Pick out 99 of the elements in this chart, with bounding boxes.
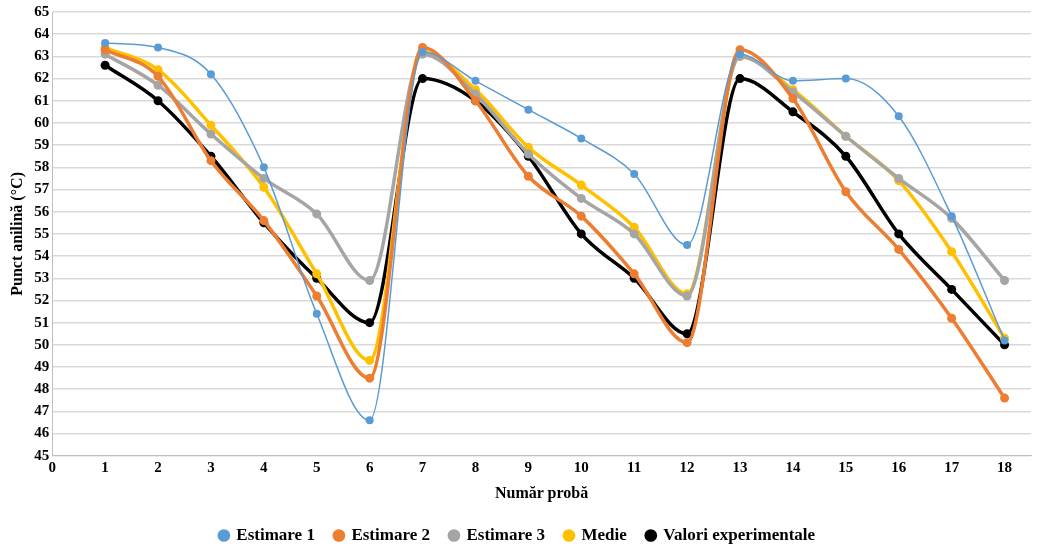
x-tick-label: 8 (471, 458, 480, 475)
point (206, 156, 216, 166)
y-tick-label: 51 (34, 313, 50, 330)
y-tick-label: 56 (34, 202, 50, 219)
point (523, 171, 533, 181)
point (471, 76, 480, 85)
point (576, 229, 586, 239)
x-tick-label: 6 (365, 458, 374, 475)
point (312, 269, 322, 279)
y-tick-label: 65 (34, 2, 50, 19)
legend-label: Estimare 1 (236, 524, 315, 544)
point (894, 229, 904, 239)
point (365, 355, 375, 365)
point (577, 134, 586, 143)
point (788, 107, 798, 117)
y-tick-label: 54 (34, 246, 50, 263)
point (153, 71, 163, 81)
point (524, 105, 533, 114)
y-tick-label: 58 (34, 158, 50, 175)
y-tick-label: 57 (34, 180, 50, 197)
x-tick-label: 5 (312, 458, 321, 475)
x-tick-label: 3 (207, 458, 215, 475)
point (365, 318, 375, 328)
point (365, 373, 375, 383)
point (894, 244, 904, 254)
point (312, 309, 321, 318)
point (1000, 276, 1010, 285)
legend-label: Valori experimentale (663, 524, 816, 544)
point (682, 338, 692, 348)
x-tick-label: 2 (154, 458, 162, 475)
legend-label: Estimare 3 (466, 524, 545, 544)
x-tick-label: 1 (101, 458, 109, 475)
y-tick-label: 63 (34, 47, 50, 64)
y-tick-label: 55 (34, 224, 50, 241)
point (259, 182, 269, 192)
point (576, 211, 586, 221)
y-tick-label: 52 (34, 291, 50, 308)
y-tick-label: 64 (34, 25, 50, 42)
y-tick-label: 50 (34, 335, 50, 352)
y-tick-label: 45 (34, 446, 50, 463)
point (629, 229, 639, 239)
x-tick-label: 13 (732, 458, 748, 475)
point (735, 74, 745, 84)
point (788, 94, 798, 104)
x-tick-label: 14 (785, 458, 801, 475)
y-tick-label: 49 (34, 357, 50, 374)
point (894, 112, 903, 121)
point (947, 247, 957, 257)
y-tick-label: 60 (34, 113, 50, 130)
point (630, 169, 639, 178)
point (154, 43, 163, 52)
point (841, 74, 850, 83)
legend-label: Medie (581, 524, 628, 544)
x-tick-label: 4 (260, 458, 269, 475)
point (312, 209, 322, 219)
x-tick-label: 11 (627, 458, 642, 475)
x-tick-label: 17 (944, 458, 960, 475)
x-tick-label: 15 (838, 458, 854, 475)
x-tick-label: 0 (48, 458, 56, 475)
x-tick-label: 10 (573, 458, 589, 475)
point (629, 269, 639, 279)
point (206, 70, 215, 79)
point (100, 60, 110, 70)
point (947, 313, 957, 323)
legend-label: Estimare 2 (351, 524, 430, 544)
point (365, 416, 374, 425)
y-tick-label: 59 (34, 136, 50, 153)
point (947, 284, 957, 294)
point (259, 163, 268, 172)
y-tick-label: 47 (34, 402, 50, 419)
y-tick-label: 62 (34, 69, 50, 86)
point (576, 180, 586, 190)
point (418, 74, 428, 84)
y-axis-title: Punct anilină (°C) (7, 172, 26, 296)
point (1000, 393, 1010, 403)
y-tick-label: 61 (34, 91, 50, 108)
point (841, 151, 851, 161)
point (312, 291, 322, 301)
x-tick-label: 12 (679, 458, 695, 475)
point (788, 76, 797, 85)
x-tick-label: 16 (891, 458, 907, 475)
x-tick-label: 7 (418, 458, 427, 475)
point (682, 329, 692, 339)
point (153, 80, 163, 90)
point (206, 129, 216, 139)
point (365, 276, 375, 285)
y-tick-label: 46 (34, 424, 50, 441)
x-tick-label: 9 (524, 458, 533, 475)
point (153, 96, 163, 106)
y-tick-label: 48 (34, 380, 50, 397)
point (206, 120, 216, 130)
x-tick-label: 18 (997, 458, 1013, 475)
point (683, 241, 692, 249)
point (101, 39, 110, 48)
y-tick-label: 53 (34, 269, 50, 286)
point (259, 173, 269, 183)
x-axis-title: Număr probă (495, 483, 589, 502)
point (841, 187, 851, 197)
point (576, 193, 586, 203)
